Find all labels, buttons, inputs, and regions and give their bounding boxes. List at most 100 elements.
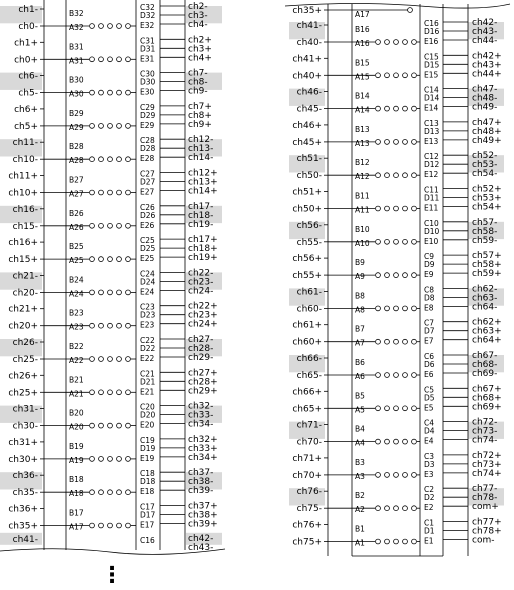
- pin-label-d: D32: [140, 11, 156, 20]
- pin-label-b: B12: [355, 158, 370, 167]
- pin-label-e: E9: [424, 270, 434, 279]
- shaded-band-right: [468, 488, 504, 506]
- channel-label: ch35+: [292, 6, 322, 16]
- pin-label-e: E1: [424, 537, 434, 546]
- channel-label: ch78-: [472, 493, 497, 503]
- channel-label: ch54+: [472, 203, 502, 213]
- pin-label-c: C8: [424, 285, 434, 294]
- contact-circle: [402, 139, 408, 145]
- contact-circle: [125, 522, 131, 529]
- shaded-band-right: [468, 355, 504, 373]
- contact-circle: [393, 505, 399, 512]
- pin-label-c: C11: [424, 186, 439, 195]
- shaded-band-left: [0, 272, 42, 290]
- pin-label-e: E26: [140, 221, 155, 230]
- pin-label-c: C2: [424, 485, 434, 494]
- shaded-band-right: [186, 405, 222, 423]
- pin-label-c: C16: [424, 19, 439, 28]
- contact-circle: [411, 72, 417, 79]
- pin-label-c: C4: [424, 419, 434, 428]
- torn-edge: [0, 548, 226, 555]
- pin-label-c: C22: [140, 336, 155, 345]
- contact-circle: [107, 322, 113, 329]
- pin-label-c: C24: [140, 269, 155, 278]
- channel-label: ch18+: [188, 244, 218, 254]
- contact-circle: [393, 338, 399, 345]
- channel-label: ch38-: [188, 477, 213, 487]
- contact-circle: [402, 338, 408, 345]
- pin-label-a: A21: [69, 389, 84, 398]
- channel-label: ch36-: [13, 471, 38, 481]
- channel-label: ch69+: [472, 402, 502, 412]
- contact-circle: [393, 405, 399, 412]
- channel-label: ch17-: [188, 202, 213, 212]
- channel-label: ch3-: [188, 11, 208, 21]
- contact-circle: [125, 289, 131, 296]
- channel-label: ch59-: [472, 236, 497, 246]
- channel-label: ch35+: [8, 522, 38, 532]
- shaded-band-right: [186, 339, 222, 357]
- pin-label-a: A22: [69, 356, 84, 365]
- pin-label-e: E23: [140, 321, 155, 330]
- channel-label: ch67+: [472, 384, 502, 394]
- channel-label: ch49-: [472, 103, 497, 113]
- channel-label: ch51+: [292, 188, 322, 198]
- pin-label-d: D12: [424, 160, 440, 169]
- contact-circle: [98, 389, 104, 396]
- channel-label: ch22-: [188, 268, 213, 278]
- contact-circle: [89, 422, 95, 429]
- contact-circle: [125, 123, 131, 129]
- channel-label: ch8+: [188, 111, 212, 121]
- channel-label: com-: [472, 536, 494, 546]
- contact-circle: [89, 289, 95, 296]
- pin-label-a: A26: [69, 223, 84, 232]
- channel-label: ch75+: [292, 538, 322, 548]
- pin-label-a: A5: [355, 405, 365, 414]
- shaded-band-right: [186, 472, 222, 490]
- pin-label-e: E19: [140, 454, 155, 463]
- channel-label: ch50-: [297, 171, 322, 181]
- contact-circle: [411, 538, 417, 545]
- channel-label: ch71+: [292, 454, 322, 464]
- pin-label-b: B9: [355, 258, 365, 267]
- contact-circle: [393, 205, 399, 212]
- contact-circle: [116, 223, 122, 229]
- channel-label: ch55+: [292, 271, 322, 281]
- pin-label-c: C31: [140, 36, 155, 45]
- pin-label-d: D26: [140, 211, 156, 220]
- channel-label: ch31-: [13, 405, 38, 415]
- shaded-band-left: [289, 488, 325, 506]
- pin-label-c: C28: [140, 136, 155, 145]
- channel-label: ch11+: [8, 172, 38, 182]
- contact-circle: [411, 172, 417, 179]
- contact-circle: [402, 372, 408, 378]
- pin-label-a: A25: [69, 256, 84, 265]
- contact-circle: [393, 438, 399, 445]
- contact-circle: [375, 239, 381, 245]
- contact-circle: [393, 172, 399, 179]
- pin-label-b: B32: [69, 9, 84, 18]
- pin-label-d: D17: [140, 511, 156, 520]
- channel-label: ch27+: [188, 368, 218, 378]
- pin-label-a: A7: [355, 339, 365, 348]
- channel-label: ch14+: [188, 187, 218, 197]
- channel-label: ch78+: [472, 527, 502, 537]
- channel-label: ch40-: [297, 38, 322, 48]
- channel-label: ch3+: [188, 44, 212, 54]
- contact-circle: [375, 538, 381, 545]
- contact-circle: [107, 422, 113, 429]
- channel-label: ch56+: [292, 254, 322, 264]
- pin-label-c: C14: [424, 86, 439, 95]
- contact-circle: [116, 189, 122, 196]
- channel-label: ch57-: [472, 218, 497, 228]
- pin-label-a: A12: [355, 172, 370, 181]
